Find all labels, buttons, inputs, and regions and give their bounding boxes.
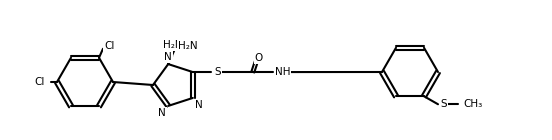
Text: N: N	[164, 52, 172, 62]
Text: S: S	[440, 99, 447, 109]
Text: H₂N: H₂N	[178, 41, 198, 51]
Text: CH₃: CH₃	[463, 99, 482, 109]
Text: O: O	[255, 53, 263, 63]
Text: H₂N: H₂N	[163, 40, 182, 50]
Text: NH: NH	[275, 67, 290, 77]
Text: Cl: Cl	[35, 77, 45, 87]
Text: S: S	[215, 67, 221, 77]
Text: N: N	[158, 108, 166, 118]
Text: Cl: Cl	[104, 41, 114, 51]
Text: N: N	[195, 100, 203, 110]
